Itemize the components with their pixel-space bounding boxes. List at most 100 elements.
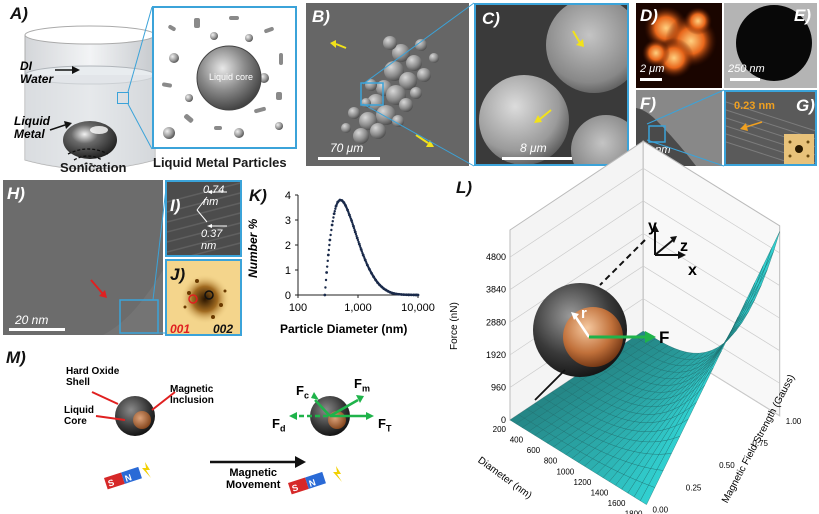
l-x-tick-label: 600	[527, 446, 541, 455]
i-lattice	[167, 182, 240, 255]
l-axis-z: z	[680, 238, 688, 255]
zoom-lines-f-g	[646, 89, 725, 167]
k-y-tick-label: 2	[285, 240, 291, 252]
l-axis-y: y	[648, 218, 657, 235]
k-data-point	[361, 251, 364, 255]
scale-text-e: 250 nm	[728, 63, 765, 75]
liquid-metal-particles-caption: Liquid Metal Particles	[153, 155, 287, 170]
l-z-tick-label: 1920	[486, 350, 506, 360]
k-data-point	[341, 200, 345, 204]
l-y-tick-label: 0.00	[653, 506, 669, 514]
k-data-point	[325, 265, 329, 268]
zoom-lines-h-i	[152, 179, 168, 334]
l-x-tick-label: 1000	[556, 467, 574, 476]
k-data-point	[355, 236, 359, 240]
i-spacing-1: 0.74 nm	[203, 184, 225, 208]
k-ylabel: Number %	[246, 218, 260, 278]
l-x-tick-label: 1400	[591, 488, 609, 497]
panel-c-label: C)	[482, 9, 500, 28]
force-fc-label: Fc	[296, 383, 309, 401]
k-data-point	[371, 274, 375, 277]
k-data-point	[353, 228, 356, 232]
panel-g-hrtem-image: G) 0.23 nm	[724, 90, 817, 166]
k-y-tick-label: 1	[285, 265, 291, 277]
m-liquid-core-label: Liquid Core	[64, 405, 94, 427]
m-diagram	[91, 391, 374, 495]
k-x-tick-label: 10,000	[401, 302, 435, 314]
panel-d-label: D)	[640, 6, 658, 25]
g-spacing-label: 0.23 nm	[734, 100, 775, 112]
l-force-label: F	[659, 328, 670, 347]
panel-f-label: F)	[640, 94, 657, 113]
panel-a-pointer-arrows	[49, 66, 80, 131]
size-distribution-plot: 0 1 2 3 4 100 1,000 10,000	[285, 190, 435, 314]
panel-i-hrtem-image: I) 0.74 nm 0.37 nm	[165, 180, 242, 257]
k-data-point	[334, 207, 337, 210]
particles-zoom-box: Liquid core	[152, 6, 297, 149]
j-index-001: 001	[170, 322, 191, 336]
k-data-point	[348, 215, 352, 219]
k-data-point	[367, 266, 370, 270]
k-data-point	[355, 234, 358, 238]
k-data-point	[333, 210, 336, 213]
l-z-tick-label: 0	[501, 415, 506, 425]
panel-b-sem-image: B) 70 μm	[306, 3, 469, 166]
force-fm-label: Fm	[354, 376, 370, 394]
k-data-point	[357, 240, 360, 244]
eds-heat-blobs	[642, 6, 717, 78]
k-data-point	[353, 230, 357, 234]
scale-text-c: 8 μm	[520, 141, 547, 155]
panel-d-eds-map: D) 2 μm	[636, 3, 722, 88]
l-y-tick-label: 0.25	[686, 483, 702, 492]
k-data-point	[328, 243, 331, 247]
i-spacing-2: 0.37 nm	[201, 228, 223, 252]
fft-pattern	[180, 274, 230, 324]
k-data-point	[349, 217, 353, 220]
k-data-point	[345, 207, 349, 210]
panel-j-label: J)	[170, 265, 186, 284]
scale-bar-c	[502, 157, 572, 160]
k-data-point	[332, 216, 335, 219]
panel-c-sem-image: C) 8 μm	[474, 3, 629, 166]
scale-bar-h	[9, 328, 65, 331]
scale-text-d: 2 μm	[640, 63, 665, 75]
l-y-tick-label: 0.75	[752, 439, 768, 448]
k-data-point	[358, 244, 362, 248]
sonication-waves-icon	[67, 148, 109, 167]
l-particle-inset	[533, 224, 686, 401]
k-data-point	[359, 246, 362, 249]
di-water-label: DI Water	[20, 59, 54, 86]
panel-a-label: A)	[10, 4, 28, 23]
panel-l-label: L)	[456, 178, 473, 197]
k-y-tick-label: 0	[285, 290, 291, 302]
k-data-point	[375, 280, 379, 284]
l-z-tick-label: 3840	[486, 285, 506, 295]
scale-bar-e	[730, 78, 760, 81]
l-x-tick-label: 1200	[574, 478, 592, 487]
panel-b-label: B)	[312, 7, 330, 26]
k-data-point	[325, 271, 329, 274]
sem-large-particles	[479, 5, 627, 164]
hard-oxide-shell-label: Hard Oxide Shell	[66, 366, 120, 388]
zoom-lines-b-c	[362, 2, 475, 167]
k-data-point	[416, 293, 419, 297]
magnetic-inclusion-label: Magnetic Inclusion	[170, 384, 214, 406]
k-data-point	[330, 228, 333, 232]
l-x-tick-label: 1600	[608, 499, 626, 508]
panel-e-tem-image: E) 250 nm	[724, 3, 817, 88]
k-data-point	[331, 220, 334, 223]
scale-text-h: 20 nm	[15, 313, 49, 327]
sem-particle-cluster	[306, 3, 469, 166]
l-surface-mesh	[509, 231, 780, 505]
zoom-lines	[127, 6, 153, 150]
panel-g-label: G)	[796, 96, 815, 115]
k-data-point	[354, 232, 358, 236]
l-z-tick-label: 4800	[486, 252, 506, 262]
k-data-point	[365, 262, 368, 265]
k-data-point	[373, 277, 377, 281]
k-data-point	[327, 248, 331, 252]
zoom-marker	[117, 92, 129, 104]
beaker-illustration	[24, 25, 156, 170]
force-fd-label: Fd	[272, 416, 286, 434]
l-z-tick-label: 2880	[486, 317, 506, 327]
